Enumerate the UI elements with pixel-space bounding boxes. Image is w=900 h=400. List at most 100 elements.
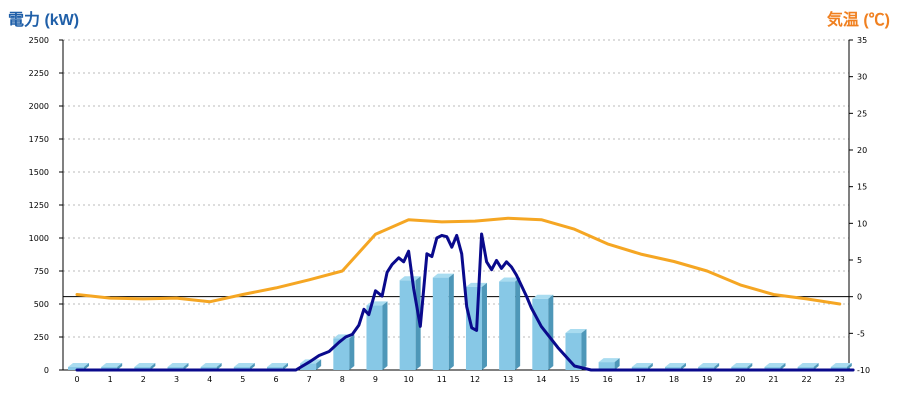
bar-top: [167, 363, 189, 367]
power-bars: [68, 273, 852, 370]
left-tick-label: 2250: [29, 69, 49, 78]
right-tick-label: 35: [857, 36, 867, 45]
x-tick-label: 16: [603, 375, 613, 384]
bar-top: [797, 363, 819, 367]
temperature-line: [75, 216, 842, 306]
bar: [532, 294, 554, 370]
x-tick-label: 21: [768, 375, 778, 384]
right-tick-label: 0: [857, 293, 862, 302]
bar-side: [349, 334, 355, 370]
bar-side: [382, 301, 388, 370]
bar-top: [68, 363, 89, 367]
bar-side: [747, 363, 753, 370]
left-tick-label: 0: [44, 366, 49, 375]
right-axis-title: 気温 (℃): [826, 12, 890, 29]
x-tick-label: 11: [437, 375, 447, 384]
left-tick-label: 2000: [29, 102, 49, 111]
bar-front: [68, 367, 84, 370]
bar-top: [399, 276, 421, 281]
bar-top: [101, 363, 123, 367]
right-tick-label: 30: [857, 73, 867, 82]
bar-top: [764, 363, 786, 367]
bar-side: [780, 363, 786, 370]
bar: [565, 329, 587, 370]
gridlines: [63, 39, 849, 338]
left-tick-label: 1000: [29, 234, 49, 243]
x-tick-label: 13: [503, 375, 513, 384]
bar-top: [465, 282, 487, 287]
bar-top: [266, 363, 288, 367]
bar-side: [316, 359, 322, 370]
x-tick-label: 5: [240, 375, 245, 384]
right-tick-label: 25: [857, 109, 867, 118]
bar-side: [614, 358, 620, 370]
bar-top: [499, 277, 521, 282]
right-tick-label: 5: [857, 256, 862, 265]
x-tick-label: 4: [207, 375, 212, 384]
x-tick-label: 19: [702, 375, 712, 384]
bar-front: [598, 362, 615, 370]
bar: [68, 363, 89, 370]
x-tick-label: 10: [404, 375, 414, 384]
bar-top: [432, 273, 454, 278]
bar-side: [813, 363, 819, 370]
x-tick-label: 20: [735, 375, 745, 384]
left-tick-label: 1750: [29, 135, 49, 144]
left-tick-label: 500: [34, 300, 49, 309]
x-tick-label: 0: [74, 375, 79, 384]
bar-top: [532, 294, 554, 299]
bar-side: [448, 273, 454, 370]
power-line: [75, 232, 855, 372]
bar-side: [647, 363, 653, 370]
x-tick-label: 1: [108, 375, 113, 384]
bar-side: [84, 363, 89, 370]
bar-top: [134, 363, 156, 367]
bar-side: [216, 363, 222, 370]
bar-top: [698, 363, 720, 367]
power-line-group: [75, 232, 855, 372]
x-tick-label: 7: [307, 375, 312, 384]
left-axis-title: 電力 (kW): [8, 12, 80, 29]
temperature-line-group: [75, 216, 842, 306]
right-tick-label: -10: [857, 366, 870, 375]
bar-top: [731, 363, 753, 367]
bar-top: [664, 363, 686, 367]
x-tick-label: 14: [536, 375, 546, 384]
bar: [499, 277, 521, 370]
bar-side: [846, 363, 852, 370]
x-tick-label: 12: [470, 375, 480, 384]
bar: [366, 301, 388, 370]
x-tick-label: 3: [174, 375, 179, 384]
bar-top: [565, 329, 587, 334]
left-tick-label: 1250: [29, 201, 49, 210]
x-tick-label: 23: [835, 375, 845, 384]
right-tick-label: 20: [857, 146, 867, 155]
bar: [333, 334, 355, 370]
bar-front: [499, 281, 516, 370]
bar-side: [183, 363, 189, 370]
bar: [598, 358, 620, 370]
bar-front: [300, 363, 317, 370]
bar-front: [366, 305, 383, 370]
bar-side: [680, 363, 686, 370]
tick-labels: 02505007501000125015001750200022502500-1…: [29, 36, 870, 384]
left-tick-label: 2500: [29, 36, 49, 45]
bar-top: [200, 363, 222, 367]
left-tick-label: 750: [34, 267, 49, 276]
bar-top: [830, 363, 852, 367]
bar-front: [432, 277, 449, 370]
bar: [399, 276, 421, 370]
left-tick-label: 1500: [29, 168, 49, 177]
x-tick-label: 8: [340, 375, 345, 384]
x-tick-label: 18: [669, 375, 679, 384]
bar-side: [150, 363, 156, 370]
x-tick-label: 15: [569, 375, 579, 384]
bar-top: [233, 363, 255, 367]
bar-side: [481, 282, 487, 370]
bar-side: [548, 294, 554, 370]
x-tick-label: 22: [802, 375, 812, 384]
bar-side: [282, 363, 288, 370]
bar-top: [631, 363, 653, 367]
bar-side: [515, 277, 521, 370]
